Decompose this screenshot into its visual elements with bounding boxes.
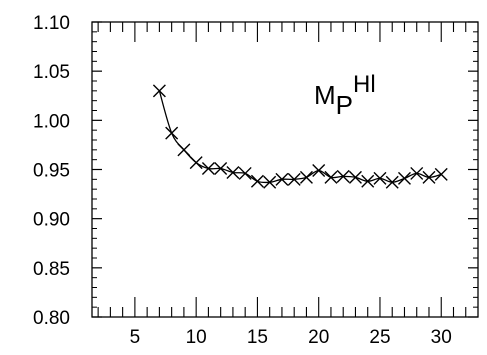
y-tick-labels: 0.80 0.85 0.90 0.95 1.00 1.05 1.10 — [33, 13, 70, 329]
x-tick-label: 20 — [308, 327, 329, 348]
data-point-marker — [336, 169, 350, 183]
data-point-marker — [373, 171, 387, 185]
data-point-marker — [165, 126, 179, 140]
y-tick-label: 0.80 — [33, 308, 70, 329]
data-point-marker — [361, 174, 375, 188]
data-point-marker — [434, 167, 448, 181]
data-point-marker — [410, 166, 424, 180]
data-point-marker — [201, 162, 215, 176]
data-point-marker — [348, 170, 362, 184]
data-point-marker — [250, 174, 264, 188]
x-tick-label: 15 — [247, 327, 268, 348]
data-point-marker — [263, 175, 277, 189]
y-tick-label: 1.10 — [33, 13, 70, 34]
annotation-subscript: P — [336, 90, 353, 120]
y-tick-label: 0.85 — [33, 259, 70, 280]
data-point-marker — [226, 165, 240, 179]
data-point-marker — [152, 84, 166, 98]
data-point-marker — [312, 163, 326, 177]
data-point-marker — [275, 172, 289, 186]
data-point-marker — [214, 162, 228, 176]
data-point-marker — [287, 172, 301, 186]
x-tick-labels: 5 10 15 20 25 30 — [130, 327, 452, 348]
data-point-marker — [189, 156, 203, 170]
annotation-main: M — [314, 80, 336, 110]
data-point-marker — [422, 170, 436, 184]
data-point-marker — [324, 170, 338, 184]
x-tick-label: 30 — [431, 327, 452, 348]
data-point-marker — [238, 166, 252, 180]
x-tick-label: 10 — [186, 327, 207, 348]
data-point-marker — [177, 143, 191, 157]
y-tick-label: 0.95 — [33, 161, 70, 182]
annotation-superscript: Hl — [353, 71, 376, 98]
x-tick-label: 5 — [130, 327, 141, 348]
annotation-label: MPHl — [314, 71, 376, 120]
data-point-marker — [385, 175, 399, 189]
data-point-marker — [299, 170, 313, 184]
series-markers — [152, 84, 448, 189]
data-point-marker — [397, 171, 411, 185]
axis-ticks — [92, 21, 478, 318]
y-tick-label: 1.00 — [33, 111, 70, 132]
x-tick-label: 25 — [369, 327, 390, 348]
y-tick-label: 1.05 — [33, 62, 70, 83]
y-tick-label: 0.90 — [33, 210, 70, 231]
